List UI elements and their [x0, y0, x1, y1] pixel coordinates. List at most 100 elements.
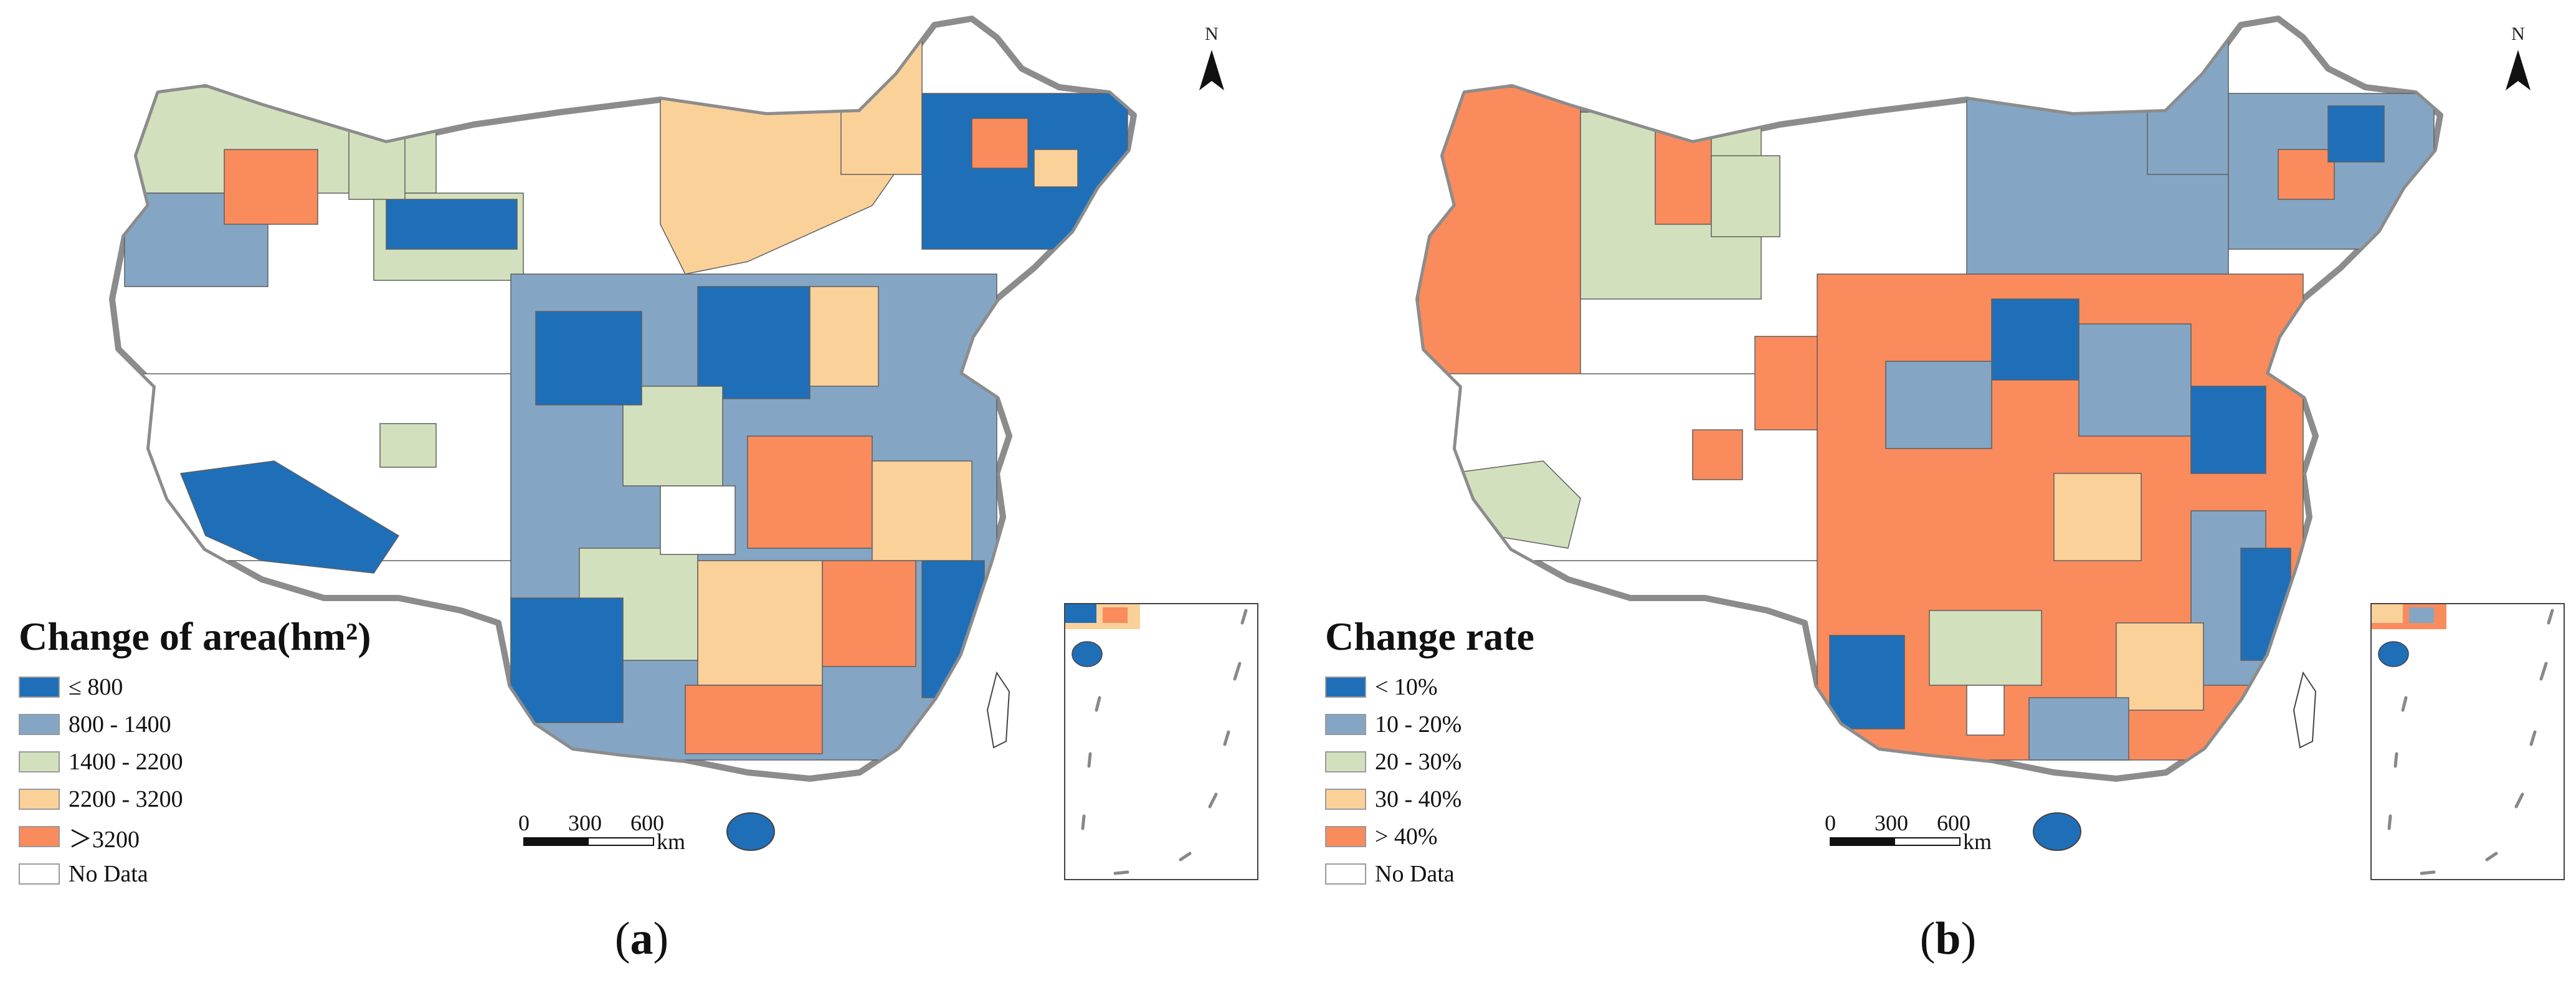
region-nw-blue: [535, 311, 642, 406]
region-ne: [921, 93, 1128, 250]
map-panel-b: N Change rate < 10% 10 - 20% 20 - 30% 30…: [1306, 0, 2576, 983]
scale-unit: km: [1963, 829, 1992, 854]
legend-label: 1400 - 2200: [69, 749, 183, 775]
legend-swatch: [19, 751, 60, 772]
scale-bar-graphic: [523, 837, 654, 846]
inset-map: [2372, 604, 2554, 875]
region-ne-orange: [971, 118, 1029, 169]
china-map-change-of-area: [109, 16, 1224, 851]
region-c7: [697, 560, 823, 686]
legend-swatch: [19, 714, 60, 735]
legend-label: 20 - 30%: [1375, 749, 1462, 775]
region-c4: [747, 435, 873, 549]
north-label: N: [2511, 24, 2525, 44]
legend-label: ≤ 800: [69, 674, 123, 700]
legend-swatch: [19, 677, 60, 698]
region-xj-blue: [386, 199, 518, 250]
legend-label: 800 - 1400: [69, 711, 171, 738]
south-china-sea-inset: [1064, 603, 1258, 880]
region-ne-yellow: [1034, 149, 1078, 188]
legend-item: < 10%: [1325, 668, 1534, 706]
scale-unit: km: [657, 829, 686, 854]
scale-bar-graphic: [1830, 837, 1961, 846]
legend-item: No Data: [19, 855, 371, 893]
legend: Change rate < 10% 10 - 20% 20 - 30% 30 -…: [1325, 614, 1534, 893]
north-arrow-icon: [2506, 50, 2531, 90]
region-west: [1419, 87, 1581, 381]
region-c2: [809, 286, 879, 387]
region-tibet-south: [179, 460, 400, 574]
region-c6: [822, 560, 916, 667]
china-map-change-rate: [1415, 16, 2531, 851]
legend-label: 10 - 20%: [1375, 711, 1462, 738]
legend-item: ＞3200: [19, 818, 371, 855]
legend-swatch: [1325, 826, 1366, 847]
scale-tick: 0: [518, 810, 530, 835]
legend-swatch: [1325, 677, 1366, 698]
legend-swatch: [1325, 751, 1366, 772]
region-xj-orange: [224, 149, 318, 225]
legend-label: > 40%: [1375, 824, 1438, 850]
panel-label-letter: b: [1935, 913, 1961, 964]
region-xj-east: [1711, 155, 1780, 237]
region-south: [685, 685, 823, 754]
legend-item: 1400 - 2200: [19, 743, 371, 781]
region-sw-blue: [510, 597, 624, 723]
panel-label-letter: a: [630, 913, 654, 964]
region-c1: [1991, 298, 2079, 381]
region-xj-north: [1655, 99, 1712, 225]
hainan-island: [726, 812, 775, 851]
region-c1: [697, 286, 810, 399]
region-ne-blue: [2327, 105, 2385, 163]
legend-swatch: [1325, 863, 1366, 885]
taiwan-island: [986, 671, 1010, 749]
legend-item: 30 - 40%: [1325, 781, 1534, 818]
inset-map: [1065, 604, 1248, 875]
region-ne-north: [840, 24, 923, 175]
legend-swatch: [19, 789, 60, 810]
region-xj-north: [348, 99, 406, 200]
legend-title: Change of area(hm²): [19, 614, 371, 658]
legend-label: 2200 - 3200: [69, 786, 183, 812]
region-nodata-c: [660, 485, 736, 555]
legend-swatch: [19, 863, 60, 885]
region-c7: [2116, 622, 2204, 711]
legend-label: < 10%: [1375, 674, 1438, 700]
panel-label: (a): [614, 913, 669, 964]
legend-item: 20 - 30%: [1325, 743, 1534, 781]
legend: Change of area(hm²) ≤ 800 800 - 1400 140…: [19, 614, 371, 893]
taiwan-island: [2293, 671, 2317, 749]
scale-tick: 600: [630, 810, 664, 835]
region-c4: [2190, 386, 2266, 474]
region-c5: [2053, 473, 2142, 561]
region-c6: [1929, 610, 2042, 686]
legend-item: 10 - 20%: [1325, 706, 1534, 743]
legend-swatch: [1325, 789, 1366, 810]
map-panel-a: N Change of area(hm²) ≤ 800 800 - 1400 1…: [19, 16, 1258, 964]
region-c3: [1885, 361, 1992, 449]
legend-label: 30 - 40%: [1375, 786, 1462, 812]
scale-tick: 300: [568, 810, 602, 835]
legend-item: > 40%: [1325, 818, 1534, 855]
legend-item: 800 - 1400: [19, 706, 371, 743]
south-china-sea-inset: [2370, 603, 2565, 880]
north-indicator: N: [2499, 24, 2537, 45]
panel-label: (b): [1919, 913, 1977, 964]
scale-tick: 600: [1937, 810, 1970, 835]
legend-swatch: [1325, 714, 1366, 735]
scale-bar: 0 300 600 km: [518, 810, 685, 854]
legend-label: No Data: [69, 861, 148, 887]
region-ne-orange: [2278, 149, 2335, 200]
north-indicator: N: [1193, 24, 1230, 45]
legend-label: ＞3200: [69, 826, 140, 853]
hainan-island: [2033, 812, 2081, 851]
region-ne-north: [2147, 24, 2229, 175]
region-c5: [872, 460, 972, 561]
region-c2: [2078, 323, 2192, 437]
scale-tick: 300: [1875, 810, 1908, 835]
region-sw-blue: [1829, 635, 1905, 729]
region-coast-blue: [921, 560, 985, 698]
north-label: N: [1205, 24, 1219, 44]
legend-label: No Data: [1375, 861, 1455, 887]
region-nodata-s: [1966, 685, 2005, 736]
